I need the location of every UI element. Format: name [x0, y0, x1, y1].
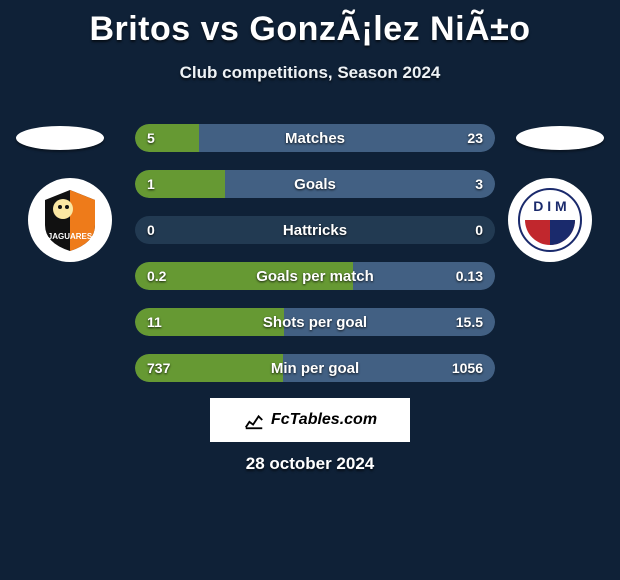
- stat-value-left: 737: [147, 354, 170, 382]
- stat-value-right: 3: [475, 170, 483, 198]
- date-text: 28 october 2024: [0, 454, 620, 474]
- stat-value-right: 1056: [452, 354, 483, 382]
- attribution-text: FcTables.com: [271, 411, 377, 429]
- page-title: Britos vs GonzÃ¡lez NiÃ±o: [0, 0, 620, 49]
- stat-fill-left: [135, 262, 353, 290]
- left-team-logo-icon: JAGUARES: [35, 185, 105, 255]
- page-subtitle: Club competitions, Season 2024: [0, 63, 620, 83]
- right-team-logo-icon: D I M: [517, 187, 583, 253]
- stat-row: 1115.5Shots per goal: [135, 308, 495, 336]
- svg-text:JAGUARES: JAGUARES: [48, 232, 93, 241]
- stat-row: 0 0Hattricks: [135, 216, 495, 244]
- attribution-badge: FcTables.com: [210, 398, 410, 442]
- stat-value-left: 0: [147, 216, 155, 244]
- stat-row: 7371056Min per goal: [135, 354, 495, 382]
- stats-icon: [243, 409, 265, 431]
- stat-value-left: 5: [147, 124, 155, 152]
- stat-value-left: 11: [147, 308, 162, 336]
- right-flag: [516, 126, 604, 150]
- left-flag: [16, 126, 104, 150]
- stat-fill-right: [199, 124, 495, 152]
- stat-fill-right: [225, 170, 495, 198]
- svg-text:D I M: D I M: [533, 198, 566, 214]
- stat-row: 0.20.13Goals per match: [135, 262, 495, 290]
- stat-value-right: 15.5: [456, 308, 483, 336]
- stat-value-right: 0.13: [456, 262, 483, 290]
- left-team-badge: JAGUARES: [28, 178, 112, 262]
- stat-row: 13Goals: [135, 170, 495, 198]
- stat-value-left: 1: [147, 170, 155, 198]
- stat-row: 523Matches: [135, 124, 495, 152]
- right-team-badge: D I M: [508, 178, 592, 262]
- stat-value-right: 23: [467, 124, 483, 152]
- stat-value-left: 0.2: [147, 262, 166, 290]
- stat-fill-left: [135, 124, 199, 152]
- stat-value-right: 0: [475, 216, 483, 244]
- stat-label: Hattricks: [135, 216, 495, 244]
- comparison-bars: 523Matches13Goals00Hattricks0.20.13Goals…: [135, 124, 495, 400]
